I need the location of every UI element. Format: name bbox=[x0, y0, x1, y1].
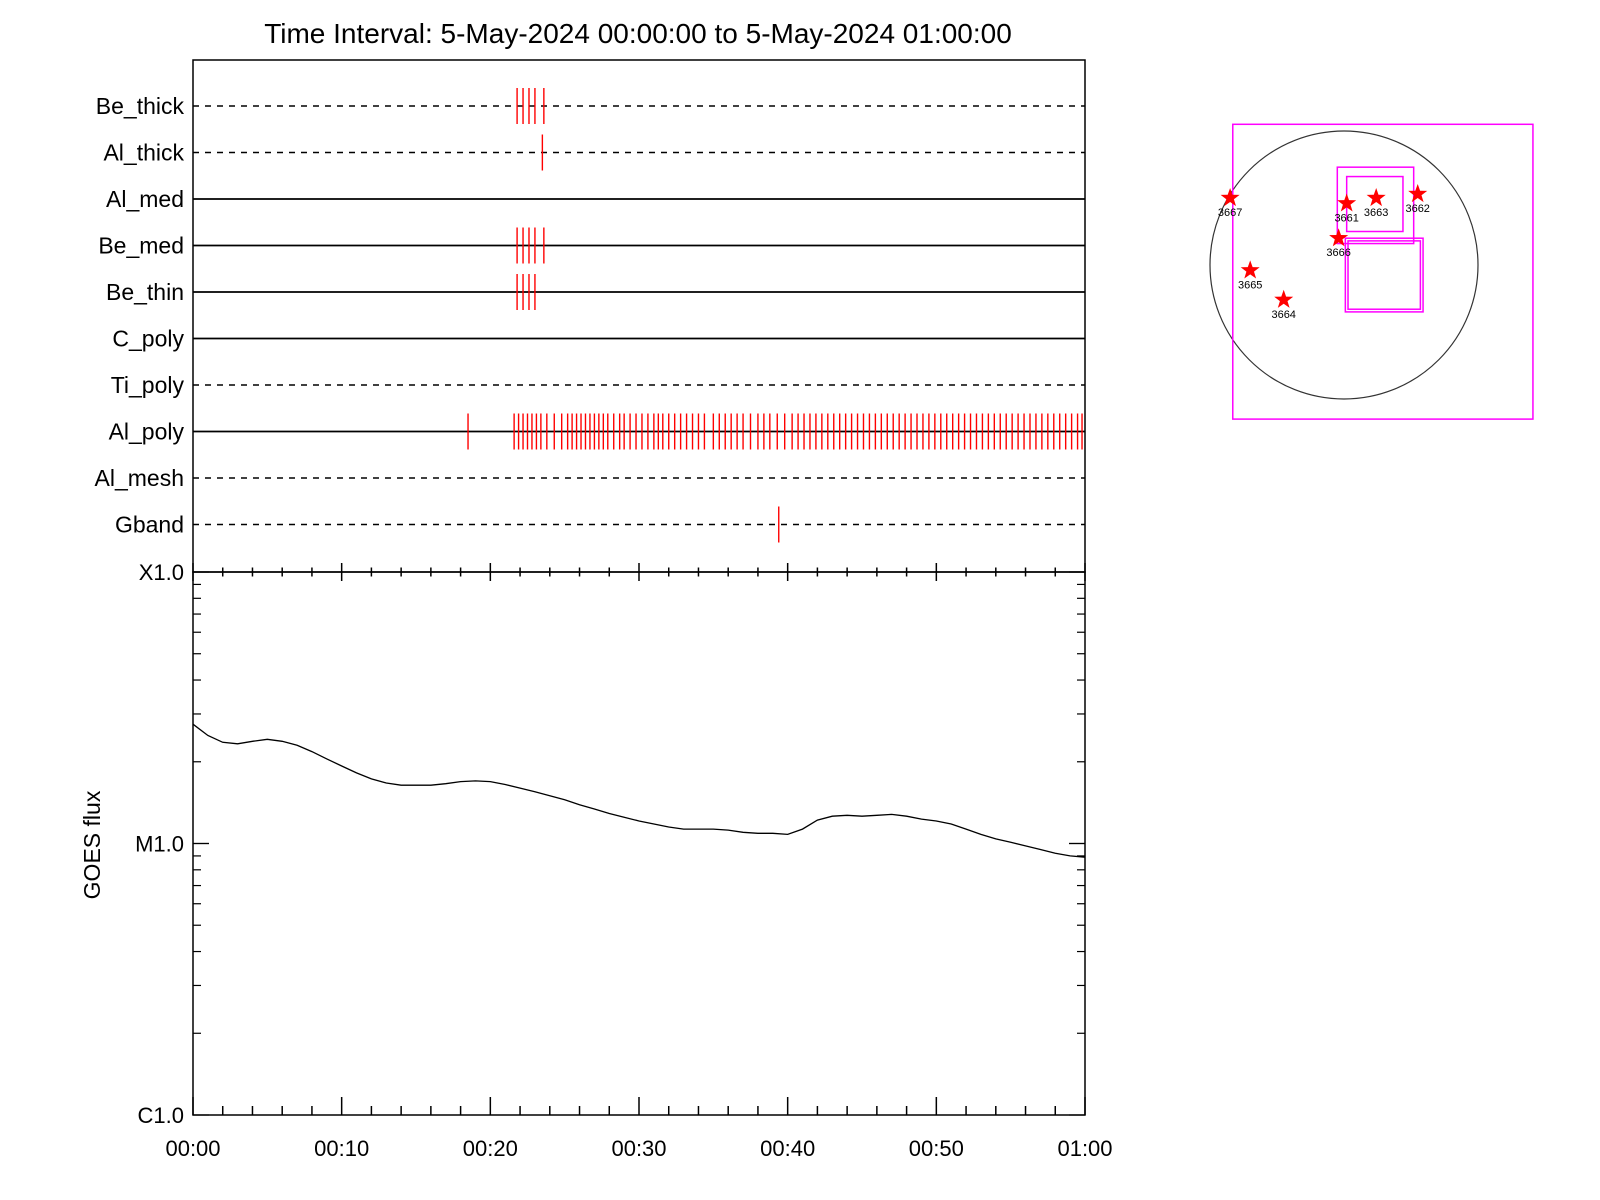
solar-disk bbox=[1209, 130, 1479, 400]
channel-label: Al_poly bbox=[109, 419, 185, 445]
channel-label: Be_med bbox=[98, 233, 184, 259]
y-tick-label: X1.0 bbox=[139, 560, 184, 585]
region-star bbox=[1329, 228, 1349, 247]
flux-series-line bbox=[192, 723, 1086, 858]
channel-label: Ti_poly bbox=[111, 372, 185, 398]
region-label: 3663 bbox=[1364, 207, 1388, 219]
channel-label: Al_mesh bbox=[95, 465, 184, 491]
region-star bbox=[1337, 193, 1357, 212]
region-label: 3665 bbox=[1238, 279, 1262, 291]
x-tick-label: 00:50 bbox=[909, 1136, 964, 1161]
solar-map-panel: 3667 3661 3663 3662 3666 3665 3664 bbox=[1209, 123, 1534, 420]
region-label: 3667 bbox=[1218, 207, 1242, 219]
region-star bbox=[1220, 188, 1240, 207]
x-tick-label: 00:30 bbox=[611, 1136, 666, 1161]
y-axis-label: GOES flux bbox=[79, 790, 105, 899]
region-star bbox=[1240, 260, 1260, 279]
region-label: 3662 bbox=[1405, 203, 1429, 215]
channel-label: Al_med bbox=[106, 186, 184, 212]
x-tick-label: 00:10 bbox=[314, 1136, 369, 1161]
channel-label: C_poly bbox=[112, 326, 184, 352]
goes-flux-panel: 00:00 00:10 00:20 00:30 00:40 00:50 01:00 X1.0 M… bbox=[79, 560, 1113, 1161]
x-tick-label: 00:40 bbox=[760, 1136, 815, 1161]
region-label: 3661 bbox=[1334, 212, 1358, 224]
region-star bbox=[1408, 184, 1428, 203]
y-tick-label: M1.0 bbox=[135, 832, 184, 857]
region-label: 3664 bbox=[1271, 309, 1295, 321]
channel-label: Al_thick bbox=[103, 140, 184, 166]
fov-box bbox=[1232, 123, 1534, 420]
channel-label: Be_thick bbox=[96, 93, 185, 119]
figure-title: Time Interval: 5-May-2024 00:00:00 to 5-… bbox=[264, 18, 1012, 49]
y-tick-label: C1.0 bbox=[138, 1103, 184, 1128]
flux-frame bbox=[192, 571, 1086, 1116]
fov-box bbox=[1347, 240, 1422, 310]
channel-label: Gband bbox=[115, 512, 184, 538]
region-star bbox=[1366, 188, 1386, 207]
region-label: 3666 bbox=[1326, 247, 1350, 259]
region-star bbox=[1274, 289, 1294, 308]
x-tick-label: 00:00 bbox=[165, 1136, 220, 1161]
x-tick-label: 00:20 bbox=[463, 1136, 518, 1161]
timeline-frame bbox=[192, 59, 1086, 573]
fov-box bbox=[1344, 237, 1424, 313]
x-tick-label: 01:00 bbox=[1057, 1136, 1112, 1161]
fov-box bbox=[1336, 166, 1415, 245]
channel-label: Be_thin bbox=[106, 279, 184, 305]
timeline-panel: Be_thick Al_thick Al_med Be_med Be_thin C_pol… bbox=[95, 59, 1086, 573]
